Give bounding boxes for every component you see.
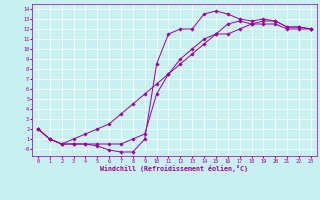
X-axis label: Windchill (Refroidissement éolien,°C): Windchill (Refroidissement éolien,°C) [100,165,248,172]
